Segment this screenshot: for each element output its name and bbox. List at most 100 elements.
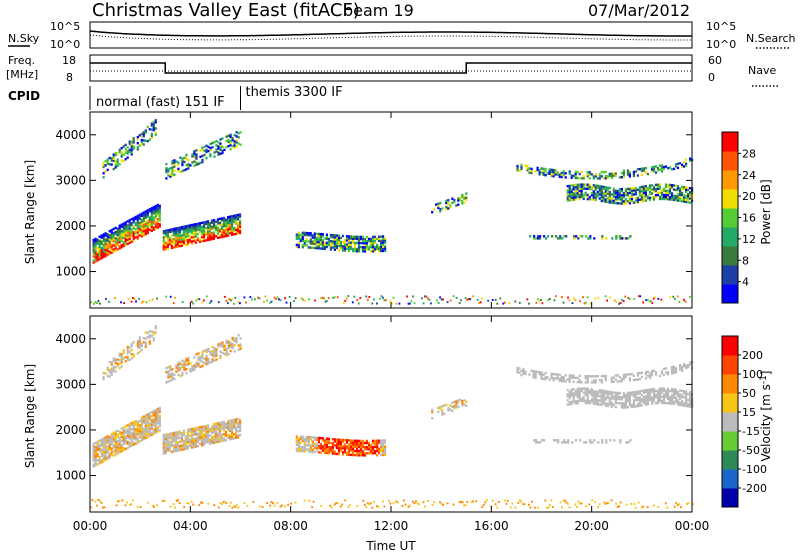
heatmap-cell <box>636 392 639 395</box>
heatmap-cell <box>212 429 216 432</box>
heatmap-cell <box>102 235 105 238</box>
heatmap-cell <box>556 373 559 376</box>
heatmap-cell <box>100 442 103 445</box>
heatmap-cell <box>357 445 361 449</box>
heatmap-cell <box>676 195 680 198</box>
heatmap-cell <box>623 237 626 240</box>
heatmap-cell <box>142 429 145 433</box>
heatmap-cell <box>384 445 387 448</box>
heatmap-cell <box>335 240 338 243</box>
heatmap-cell <box>369 239 373 243</box>
heatmap-cell <box>449 206 452 209</box>
heatmap-cell <box>118 352 121 355</box>
heatmap-cell <box>674 388 678 391</box>
heatmap-cell <box>576 189 579 193</box>
heatmap-cell <box>588 375 591 378</box>
heatmap-cell <box>648 184 652 187</box>
heatmap-cell <box>681 185 684 189</box>
heatmap-cell <box>309 436 312 439</box>
heatmap-cell <box>615 301 617 303</box>
heatmap-cell <box>184 237 187 240</box>
heatmap-cell <box>227 234 230 237</box>
heatmap-cell <box>166 443 169 446</box>
heatmap-cell <box>367 237 371 241</box>
heatmap-cell <box>154 327 157 330</box>
heatmap-cell <box>126 238 129 241</box>
noise-sky-label: N.Sky <box>8 32 40 45</box>
heatmap-cell <box>337 450 340 454</box>
heatmap-cell <box>136 222 139 226</box>
heatmap-cell <box>108 238 111 241</box>
heatmap-cell <box>660 298 663 301</box>
heatmap-cell <box>672 196 676 199</box>
heatmap-cell <box>687 398 690 402</box>
heatmap-cell <box>214 224 218 228</box>
heatmap-cell <box>237 215 240 219</box>
heatmap-cell <box>626 191 629 195</box>
heatmap-cell <box>620 190 623 193</box>
heatmap-cell <box>188 440 191 443</box>
heatmap-cell <box>367 246 371 249</box>
heatmap-cell <box>120 361 123 364</box>
heatmap-cell <box>499 297 502 300</box>
heatmap-cell <box>102 161 105 165</box>
heatmap-cell <box>656 167 660 170</box>
heatmap-cell <box>557 441 560 444</box>
heatmap-cell <box>99 499 101 502</box>
heatmap-cell <box>124 158 127 161</box>
heatmap-cell <box>144 436 147 440</box>
heatmap-cell <box>311 236 314 239</box>
heatmap-cell <box>152 222 155 225</box>
heatmap-cell <box>363 503 366 506</box>
heatmap-cell <box>201 146 204 149</box>
heatmap-cell <box>112 231 115 235</box>
heatmap-cell <box>193 368 196 371</box>
heatmap-cell <box>116 248 119 251</box>
heatmap-cell <box>646 172 649 176</box>
heatmap-cell <box>196 238 200 242</box>
heatmap-cell <box>202 427 206 430</box>
heatmap-cell <box>574 198 577 201</box>
heatmap-cell <box>146 431 149 435</box>
heatmap-cell <box>203 361 206 365</box>
heatmap-cell <box>197 364 200 367</box>
heatmap-cell <box>110 363 113 366</box>
heatmap-cell <box>223 352 226 356</box>
heatmap-cell <box>235 214 238 217</box>
heatmap-cell <box>146 231 149 235</box>
heatmap-cell <box>327 441 330 445</box>
heatmap-cell <box>608 403 611 406</box>
heatmap-cell <box>162 444 165 447</box>
heatmap-cell <box>124 147 127 151</box>
heatmap-cell <box>204 437 208 440</box>
heatmap-cell <box>194 241 197 244</box>
heatmap-cell <box>199 359 202 362</box>
heatmap-cell <box>598 187 601 190</box>
heatmap-cell <box>152 228 155 231</box>
heatmap-cell <box>150 209 153 212</box>
heatmap-cell <box>192 231 195 234</box>
heatmap-cell <box>138 297 140 300</box>
heatmap-cell <box>278 298 280 301</box>
heatmap-cell <box>130 222 133 225</box>
heatmap-cell <box>366 298 369 301</box>
heatmap-cell <box>564 380 567 383</box>
heatmap-cell <box>325 439 328 442</box>
heatmap-cell <box>325 449 328 453</box>
heatmap-cell <box>540 167 543 170</box>
heatmap-cell <box>222 225 226 228</box>
heatmap-cell <box>588 196 591 199</box>
heatmap-cell <box>371 447 375 451</box>
heatmap-cell <box>144 343 147 346</box>
heatmap-cell <box>361 443 365 447</box>
heatmap-cell <box>602 177 605 180</box>
heatmap-cell <box>664 401 668 405</box>
heatmap-cell <box>233 227 236 230</box>
heatmap-cell <box>347 445 351 448</box>
heatmap-cell <box>327 297 330 300</box>
heatmap-cell <box>546 172 549 175</box>
heatmap-cell <box>154 225 157 228</box>
heatmap-cell <box>300 297 303 300</box>
heatmap-cell <box>666 185 670 189</box>
heatmap-cell <box>170 242 173 245</box>
